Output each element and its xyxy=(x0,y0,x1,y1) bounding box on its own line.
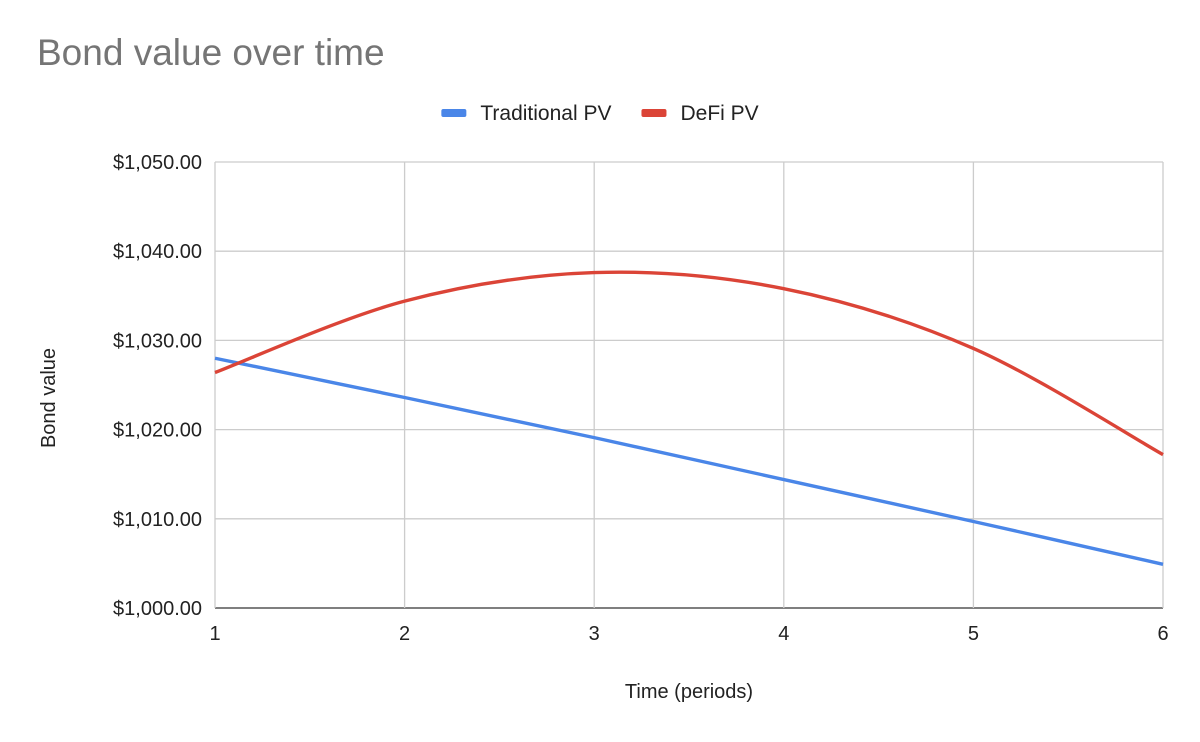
grid-lines xyxy=(214,161,1164,609)
legend-label: Traditional PV xyxy=(480,102,611,125)
series-line-defi-pv xyxy=(214,270,1164,457)
legend: Traditional PV DeFi PV xyxy=(441,102,759,125)
series-line-traditional-pv xyxy=(214,356,1164,566)
x-axis-title: Time (periods) xyxy=(625,681,753,703)
y-axis-ticks: $1,000.00 $1,010.00 $1,020.00 $1,030.00 $1,0… xyxy=(113,152,202,620)
legend-label: DeFi PV xyxy=(680,102,758,125)
legend-swatch xyxy=(441,109,467,117)
y-tick-label: $1,020.00 xyxy=(113,420,202,442)
chart-title: Bond value over time xyxy=(37,32,385,73)
x-tick-label: 6 xyxy=(1157,623,1168,645)
legend-item-traditional-pv: Traditional PV xyxy=(441,102,611,125)
legend-swatch xyxy=(641,109,667,117)
x-tick-label: 5 xyxy=(968,623,979,645)
y-tick-label: $1,030.00 xyxy=(113,330,202,352)
y-tick-label: $1,010.00 xyxy=(113,509,202,531)
series-lines xyxy=(214,270,1164,566)
x-tick-label: 2 xyxy=(399,623,410,645)
x-tick-label: 1 xyxy=(209,623,220,645)
y-tick-label: $1,000.00 xyxy=(113,598,202,620)
y-axis-title: Bond value xyxy=(38,348,60,448)
x-tick-label: 4 xyxy=(778,623,789,645)
y-tick-label: $1,040.00 xyxy=(113,241,202,263)
legend-item-defi-pv: DeFi PV xyxy=(641,102,759,125)
x-tick-label: 3 xyxy=(589,623,600,645)
x-axis-ticks: 1 2 3 4 5 6 xyxy=(209,623,1168,645)
y-tick-label: $1,050.00 xyxy=(113,152,202,174)
